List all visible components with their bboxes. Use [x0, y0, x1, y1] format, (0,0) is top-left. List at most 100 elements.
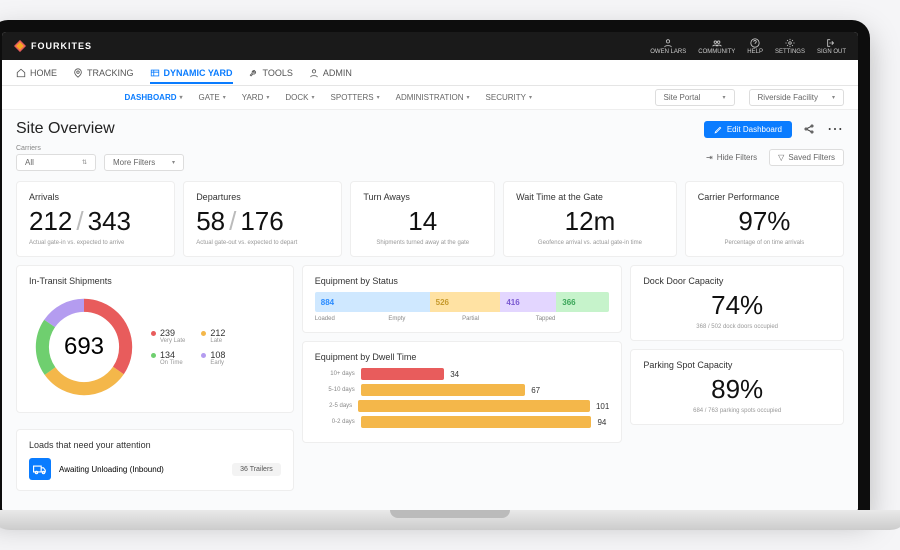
- kpi-sub: Percentage of on time arrivals: [698, 240, 831, 246]
- facility-selector[interactable]: Riverside Facility ▾: [749, 89, 844, 106]
- dwell-bar: [361, 368, 444, 380]
- nav-label: TRACKING: [87, 68, 134, 78]
- topnav-user[interactable]: OWEN LARS: [650, 38, 686, 55]
- intransit-total: 693: [29, 292, 139, 402]
- chevron-down-icon: ▾: [266, 94, 269, 101]
- stepper-icon: ⇅: [82, 159, 87, 166]
- legend-dot: [151, 353, 156, 358]
- card-title: Loads that need your attention: [29, 440, 281, 450]
- subnav-gate[interactable]: GATE▾: [199, 93, 226, 102]
- attention-badge: 36 Trailers: [232, 463, 281, 476]
- legend-item: 212Late: [201, 328, 235, 344]
- truck-icon: [29, 458, 51, 480]
- logo-icon: [14, 40, 26, 52]
- dwell-value: 34: [450, 370, 459, 379]
- share-icon[interactable]: [800, 120, 818, 138]
- kpi-turnaways: Turn Aways 14 Shipments turned away at t…: [350, 181, 495, 257]
- kpi-title: Departures: [196, 192, 329, 202]
- kpi-value-a: 58: [196, 206, 225, 236]
- equipment-status-card: Equipment by Status 884526416366 LoadedE…: [302, 265, 623, 333]
- sub-nav: DASHBOARD▾GATE▾YARD▾DOCK▾SPOTTERS▾ADMINI…: [2, 86, 858, 110]
- topnav-signout[interactable]: SIGN OUT: [817, 38, 846, 55]
- pencil-icon: [714, 125, 723, 134]
- edit-dashboard-button[interactable]: Edit Dashboard: [704, 121, 792, 138]
- dwell-label: 0-2 days: [315, 419, 355, 425]
- dwell-bar: [361, 416, 592, 428]
- card-title: In-Transit Shipments: [29, 276, 281, 286]
- nav-icon: [309, 68, 319, 78]
- legend-label: On Time: [160, 360, 185, 366]
- topnav-settings[interactable]: SETTINGS: [775, 38, 805, 55]
- dwell-bar: [361, 384, 525, 396]
- chevron-down-icon: ▾: [832, 94, 835, 101]
- attention-item[interactable]: Awaiting Unloading (Inbound) 36 Trailers: [29, 458, 281, 480]
- card-title: Equipment by Status: [315, 276, 610, 286]
- topnav-label: OWEN LARS: [650, 49, 686, 55]
- topnav-label: COMMUNITY: [698, 49, 735, 55]
- kpi-sub: Geofence arrival vs. actual gate-in time: [516, 240, 664, 246]
- mainnav-tools[interactable]: TOOLS: [249, 68, 293, 78]
- saved-filters-button[interactable]: ▽ Saved Filters: [769, 149, 844, 166]
- hide-filters-label: Hide Filters: [717, 153, 757, 162]
- nav-label: TOOLS: [263, 68, 293, 78]
- more-icon[interactable]: ⋯: [826, 120, 844, 138]
- signout-icon: [826, 38, 836, 48]
- more-filters-button[interactable]: More Filters ▾: [104, 154, 184, 171]
- brand-logo: FOURKITES: [14, 40, 92, 52]
- community-icon: [712, 38, 722, 48]
- intransit-card: In-Transit Shipments 693 239Very Late212…: [16, 265, 294, 413]
- mainnav-home[interactable]: HOME: [16, 68, 57, 78]
- subnav-label: SPOTTERS: [331, 93, 374, 102]
- attention-card: Loads that need your attention Awaiting …: [16, 429, 294, 491]
- legend-value: 239: [160, 328, 175, 338]
- user-icon: [663, 38, 673, 48]
- carrier-filter-value: All: [25, 158, 34, 167]
- dwell-row: 5-10 days67: [315, 384, 610, 396]
- card-title: Dock Door Capacity: [643, 276, 831, 286]
- kpi-value: 14: [408, 206, 437, 236]
- dwell-row: 2-5 days101: [315, 400, 610, 412]
- kpi-value: 97%: [738, 206, 790, 236]
- status-segment-empty: 526: [430, 292, 501, 312]
- more-filters-label: More Filters: [113, 158, 155, 167]
- subnav-spotters[interactable]: SPOTTERS▾: [331, 93, 380, 102]
- parking-sub: 684 / 763 parking spots occupied: [643, 408, 831, 414]
- collapse-icon: ⇥: [706, 153, 713, 162]
- subnav-security[interactable]: SECURITY▾: [486, 93, 532, 102]
- topnav-label: SETTINGS: [775, 49, 805, 55]
- status-label: Tapped: [536, 316, 610, 322]
- subnav-administration[interactable]: ADMINISTRATION▾: [396, 93, 470, 102]
- legend-value: 108: [210, 350, 225, 360]
- subnav-yard[interactable]: YARD▾: [242, 93, 270, 102]
- saved-filters-label: Saved Filters: [788, 153, 835, 162]
- nav-icon: [16, 68, 26, 78]
- nav-label: ADMIN: [323, 68, 352, 78]
- kpi-title: Wait Time at the Gate: [516, 192, 664, 202]
- topnav-community[interactable]: COMMUNITY: [698, 38, 735, 55]
- mainnav-admin[interactable]: ADMIN: [309, 68, 352, 78]
- card-title: Equipment by Dwell Time: [315, 352, 610, 362]
- mainnav-dynamic-yard[interactable]: DYNAMIC YARD: [150, 68, 233, 84]
- subnav-dock[interactable]: DOCK▾: [285, 93, 314, 102]
- subnav-dashboard[interactable]: DASHBOARD▾: [125, 93, 183, 102]
- mainnav-tracking[interactable]: TRACKING: [73, 68, 134, 78]
- kpi-title: Arrivals: [29, 192, 162, 202]
- topnav-label: SIGN OUT: [817, 49, 846, 55]
- dwell-value: 94: [597, 418, 606, 427]
- hide-filters-button[interactable]: ⇥ Hide Filters: [706, 153, 757, 162]
- dwell-bar: [358, 400, 590, 412]
- status-label: Loaded: [315, 316, 389, 322]
- facility-selector-label: Riverside Facility: [758, 93, 818, 102]
- parking-capacity-card: Parking Spot Capacity 89% 684 / 763 park…: [630, 349, 844, 425]
- site-selector[interactable]: Site Portal ▾: [655, 89, 735, 106]
- carrier-filter[interactable]: All ⇅: [16, 154, 96, 171]
- kpi-value-b: 176: [240, 206, 283, 236]
- subnav-label: DOCK: [285, 93, 308, 102]
- carriers-label: Carriers: [16, 145, 96, 152]
- dock-sub: 368 / 502 dock doors occupied: [643, 324, 831, 330]
- status-segment-loaded: 884: [315, 292, 430, 312]
- filter-icon: ▽: [778, 153, 784, 162]
- topnav-help[interactable]: HELP: [747, 38, 763, 55]
- kpi-arrivals: Arrivals 212/343 Actual gate-in vs. expe…: [16, 181, 175, 257]
- legend-label: Early: [210, 360, 235, 366]
